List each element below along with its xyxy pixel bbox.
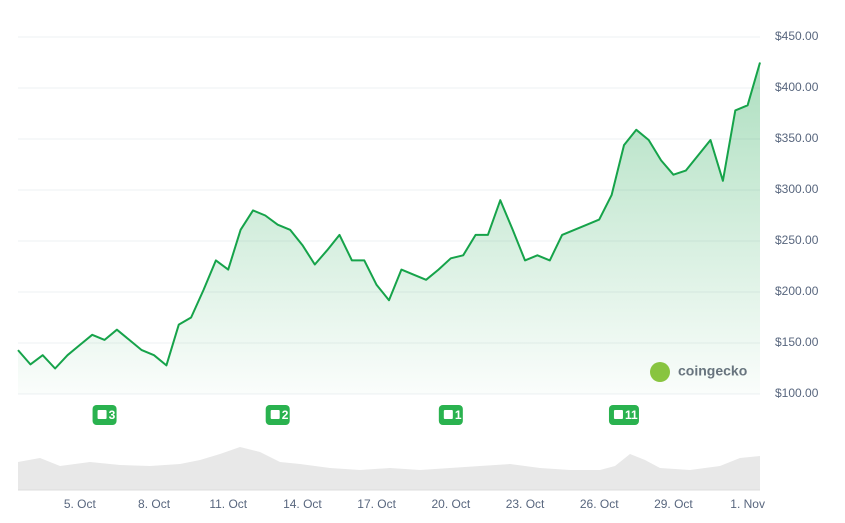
y-tick-label: $200.00 [775, 284, 819, 298]
price-area [18, 62, 760, 394]
news-badge[interactable]: 3 [92, 405, 117, 425]
news-badge[interactable]: 11 [608, 405, 639, 425]
news-count: 1 [455, 408, 462, 422]
y-tick-label: $350.00 [775, 131, 819, 145]
x-tick-label: 1. Nov [730, 497, 765, 511]
x-tick-label: 5. Oct [64, 497, 97, 511]
volume-area [18, 447, 760, 490]
x-tick-label: 14. Oct [283, 497, 322, 511]
x-tick-label: 20. Oct [431, 497, 470, 511]
y-tick-label: $300.00 [775, 182, 819, 196]
news-icon [443, 410, 453, 419]
news-count: 3 [109, 408, 116, 422]
y-tick-label: $450.00 [775, 29, 819, 43]
price-line [17, 62, 761, 370]
news-badge[interactable]: 1 [438, 405, 463, 425]
y-tick-label: $250.00 [775, 233, 819, 247]
x-tick-label: 11. Oct [209, 497, 247, 511]
news-badge[interactable]: 2 [265, 405, 290, 425]
news-icon [97, 410, 107, 419]
x-tick-label: 29. Oct [654, 497, 693, 511]
news-icon [613, 410, 623, 419]
news-count: 2 [282, 408, 289, 422]
y-tick-label: $400.00 [775, 80, 819, 94]
y-tick-label: $100.00 [775, 386, 819, 400]
x-tick-label: 8. Oct [138, 497, 171, 511]
news-count: 11 [625, 408, 638, 422]
x-tick-label: 26. Oct [580, 497, 619, 511]
x-tick-label: 17. Oct [357, 497, 396, 511]
x-tick-label: 23. Oct [506, 497, 545, 511]
news-icon [270, 410, 280, 419]
y-tick-label: $150.00 [775, 335, 819, 349]
